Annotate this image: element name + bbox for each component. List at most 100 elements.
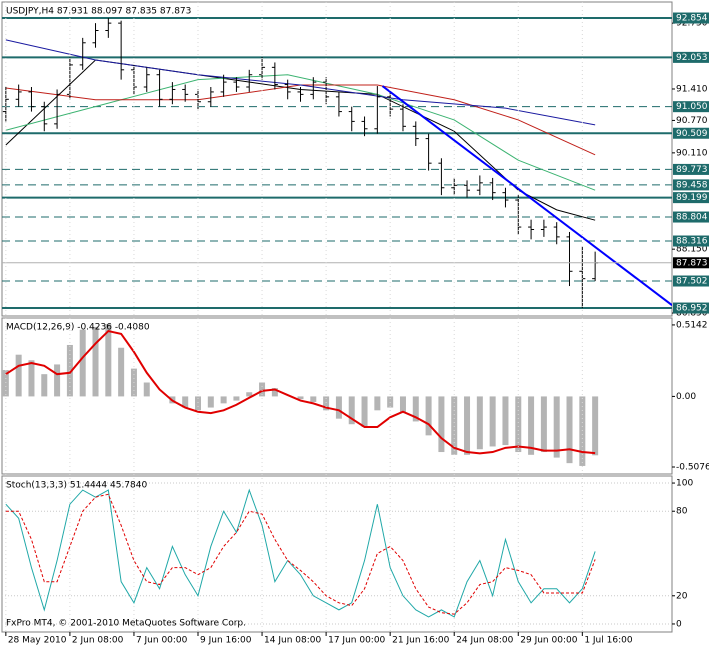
current-price-label: 87.873: [676, 258, 708, 268]
macd-bar: [464, 396, 471, 455]
macd-bar: [143, 382, 150, 397]
macd-bar: [92, 326, 99, 397]
macd-bar: [2, 370, 9, 397]
x-tick-label: 24 Jun 08:00: [456, 636, 513, 646]
macd-bar: [502, 396, 509, 446]
macd-bar: [233, 396, 240, 401]
macd-bar: [579, 396, 586, 466]
macd-bar: [207, 396, 214, 408]
level-label: 90.509: [676, 129, 708, 139]
panel-title: MACD(12,26,9) -0.4236 -0.4080: [6, 323, 150, 333]
macd-bar: [105, 324, 112, 397]
macd-bar: [195, 396, 202, 411]
macd-bar: [246, 392, 253, 397]
y-tick-label: 20: [676, 591, 688, 601]
macd-bar: [28, 360, 35, 397]
panel-title: USDJPY,H4 87.931 88.097 87.835 87.873: [6, 7, 191, 17]
x-tick-label: 14 Jun 08:00: [264, 636, 321, 646]
macd-bar: [259, 382, 266, 397]
level-label: 89.199: [676, 193, 708, 203]
macd-bar: [15, 354, 22, 397]
level-label-box: [673, 51, 709, 63]
macd-bar: [335, 396, 342, 419]
level-label-box: [673, 12, 709, 24]
x-tick-label: 2 Jun 08:00: [72, 636, 124, 646]
macd-bar: [387, 396, 394, 408]
x-tick-label: 1 Jul 16:00: [584, 636, 633, 646]
x-tick-label: 17 Jun 00:00: [328, 636, 385, 646]
footer: FxPro MT4, © 2001-2010 MetaQuotes Softwa…: [6, 619, 246, 629]
level-label-box: [673, 275, 709, 287]
macd-bar: [451, 396, 458, 455]
macd-bar: [412, 396, 419, 422]
moving-average: [5, 84, 596, 156]
moving-average: [5, 39, 596, 126]
level-label: 88.804: [676, 213, 708, 223]
macd-bar: [374, 396, 381, 411]
level-label-box: [673, 179, 709, 191]
level-label: 92.854: [676, 14, 708, 24]
macd-bar: [489, 396, 496, 447]
current-price-box: [673, 257, 709, 269]
macd-bar: [566, 396, 573, 464]
macd-bar: [438, 396, 445, 453]
macd-bar: [310, 396, 317, 402]
y-tick-label: 100: [676, 479, 693, 489]
x-tick-label: 29 Jun 00:00: [520, 636, 577, 646]
panel-title: Stoch(13,3,3) 51.4444 45.7840: [6, 481, 147, 491]
x-tick-label: 7 Jun 00:00: [136, 636, 188, 646]
macd-bar: [348, 396, 355, 425]
macd-bar: [515, 396, 522, 453]
macd-bar: [592, 396, 599, 456]
macd-bar: [41, 374, 48, 397]
macd-bar: [118, 347, 125, 397]
x-tick-label: 9 Jun 16:00: [200, 636, 252, 646]
y-tick-label: 92.750: [676, 19, 708, 29]
macd-bar: [476, 396, 483, 450]
y-tick-label: 80: [676, 507, 688, 517]
macd-bar: [528, 396, 535, 455]
y-tick-label: 90.770: [676, 116, 708, 126]
panel-frame: [1, 1, 673, 317]
macd-bar: [425, 396, 432, 436]
level-label-box: [673, 192, 709, 204]
level-label-box: [673, 127, 709, 139]
y-tick-label: 0.00: [676, 392, 696, 402]
level-label: 88.316: [676, 237, 708, 247]
level-label: 91.050: [676, 102, 708, 112]
y-tick-label: 91.410: [676, 84, 708, 94]
macd-bar: [271, 388, 278, 397]
macd-bar: [297, 396, 304, 400]
y-tick-label: 90.110: [676, 148, 708, 158]
macd-bar: [361, 396, 368, 428]
level-label-box: [673, 302, 709, 314]
level-label: 89.773: [676, 165, 708, 175]
y-tick-label: 0: [676, 619, 682, 629]
level-label: 87.502: [676, 277, 708, 287]
macd-bar: [540, 396, 547, 453]
level-label: 86.952: [676, 304, 708, 314]
trend-line: [381, 85, 672, 306]
stoch-line: [5, 493, 596, 615]
level-label-box: [673, 163, 709, 175]
panel-frame: [1, 475, 673, 633]
signal-line: [5, 329, 596, 455]
y-tick-label: 0.5142: [676, 320, 708, 330]
level-label-box: [673, 211, 709, 223]
y-tick-label: 88.150: [676, 245, 708, 255]
macd-bar: [399, 396, 406, 414]
level-label-box: [673, 101, 709, 113]
level-label: 89.458: [676, 180, 708, 190]
x-tick-label: 21 Jun 16:00: [392, 636, 449, 646]
macd-bar: [182, 396, 189, 408]
y-tick-label: 86.850: [676, 309, 708, 319]
macd-bar: [54, 364, 61, 397]
x-tick-label: 28 May 2010: [8, 636, 67, 646]
macd-bar: [323, 396, 330, 411]
y-tick-label: -0.5076: [676, 462, 709, 472]
macd-bar: [220, 396, 227, 404]
level-label: 92.053: [676, 53, 708, 63]
macd-bar: [553, 396, 560, 458]
